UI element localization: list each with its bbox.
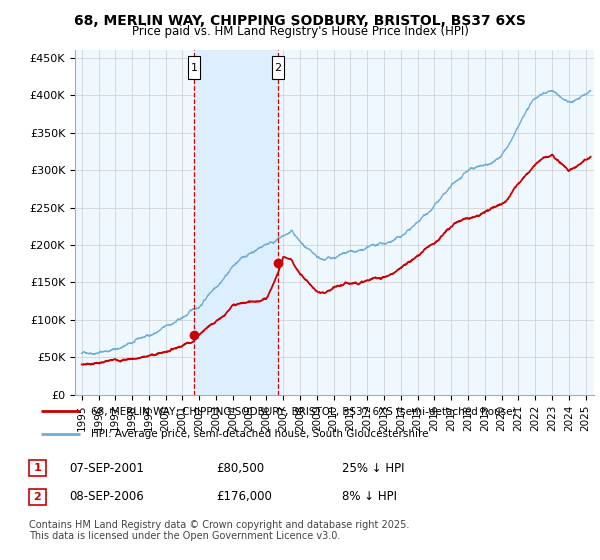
Bar (194, 50, 278, 395)
Text: 1: 1 (34, 463, 41, 473)
Text: 2: 2 (34, 492, 41, 502)
FancyBboxPatch shape (272, 57, 284, 79)
Text: 68, MERLIN WAY, CHIPPING SODBURY, BRISTOL, BS37 6XS: 68, MERLIN WAY, CHIPPING SODBURY, BRISTO… (74, 14, 526, 28)
Text: HPI: Average price, semi-detached house, South Gloucestershire: HPI: Average price, semi-detached house,… (91, 430, 428, 440)
Text: Contains HM Land Registry data © Crown copyright and database right 2025.
This d: Contains HM Land Registry data © Crown c… (29, 520, 409, 542)
Text: 25% ↓ HPI: 25% ↓ HPI (342, 461, 404, 475)
Text: 8% ↓ HPI: 8% ↓ HPI (342, 490, 397, 503)
Text: 07-SEP-2001: 07-SEP-2001 (69, 461, 144, 475)
Text: £80,500: £80,500 (216, 461, 264, 475)
Text: £176,000: £176,000 (216, 490, 272, 503)
Text: 1: 1 (191, 63, 197, 73)
Text: Price paid vs. HM Land Registry's House Price Index (HPI): Price paid vs. HM Land Registry's House … (131, 25, 469, 38)
Text: 2: 2 (275, 63, 281, 73)
FancyBboxPatch shape (188, 57, 200, 79)
Text: 68, MERLIN WAY, CHIPPING SODBURY, BRISTOL, BS37 6XS (semi-detached house): 68, MERLIN WAY, CHIPPING SODBURY, BRISTO… (91, 406, 516, 416)
Text: 08-SEP-2006: 08-SEP-2006 (69, 490, 144, 503)
